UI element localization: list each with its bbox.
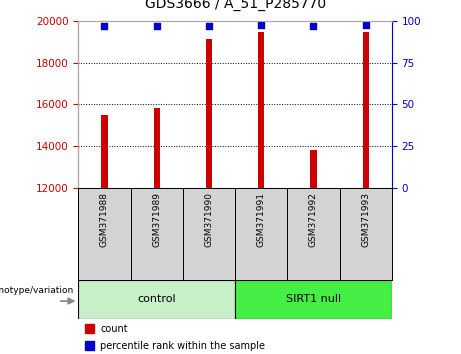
Point <box>205 23 213 29</box>
Text: percentile rank within the sample: percentile rank within the sample <box>100 341 266 350</box>
Text: GSM371991: GSM371991 <box>257 192 266 247</box>
Text: SIRT1 null: SIRT1 null <box>286 294 341 304</box>
Bar <box>101 115 107 188</box>
Bar <box>85 341 94 350</box>
Point <box>310 23 317 29</box>
Point <box>258 22 265 27</box>
Text: count: count <box>100 324 128 333</box>
Point <box>153 23 160 29</box>
Bar <box>206 39 212 188</box>
Text: GSM371990: GSM371990 <box>205 192 213 247</box>
Bar <box>363 32 369 188</box>
Point <box>362 22 369 27</box>
Text: control: control <box>137 294 176 304</box>
Bar <box>258 32 264 188</box>
Bar <box>85 324 94 333</box>
Text: genotype/variation: genotype/variation <box>0 286 74 295</box>
Point <box>101 23 108 29</box>
Bar <box>78 280 235 319</box>
Text: GSM371989: GSM371989 <box>152 192 161 247</box>
Text: GSM371992: GSM371992 <box>309 192 318 247</box>
Bar <box>235 280 392 319</box>
Text: GSM371988: GSM371988 <box>100 192 109 247</box>
Bar <box>154 108 160 188</box>
Bar <box>310 150 317 188</box>
Text: GDS3666 / A_51_P285770: GDS3666 / A_51_P285770 <box>145 0 325 11</box>
Text: GSM371993: GSM371993 <box>361 192 370 247</box>
